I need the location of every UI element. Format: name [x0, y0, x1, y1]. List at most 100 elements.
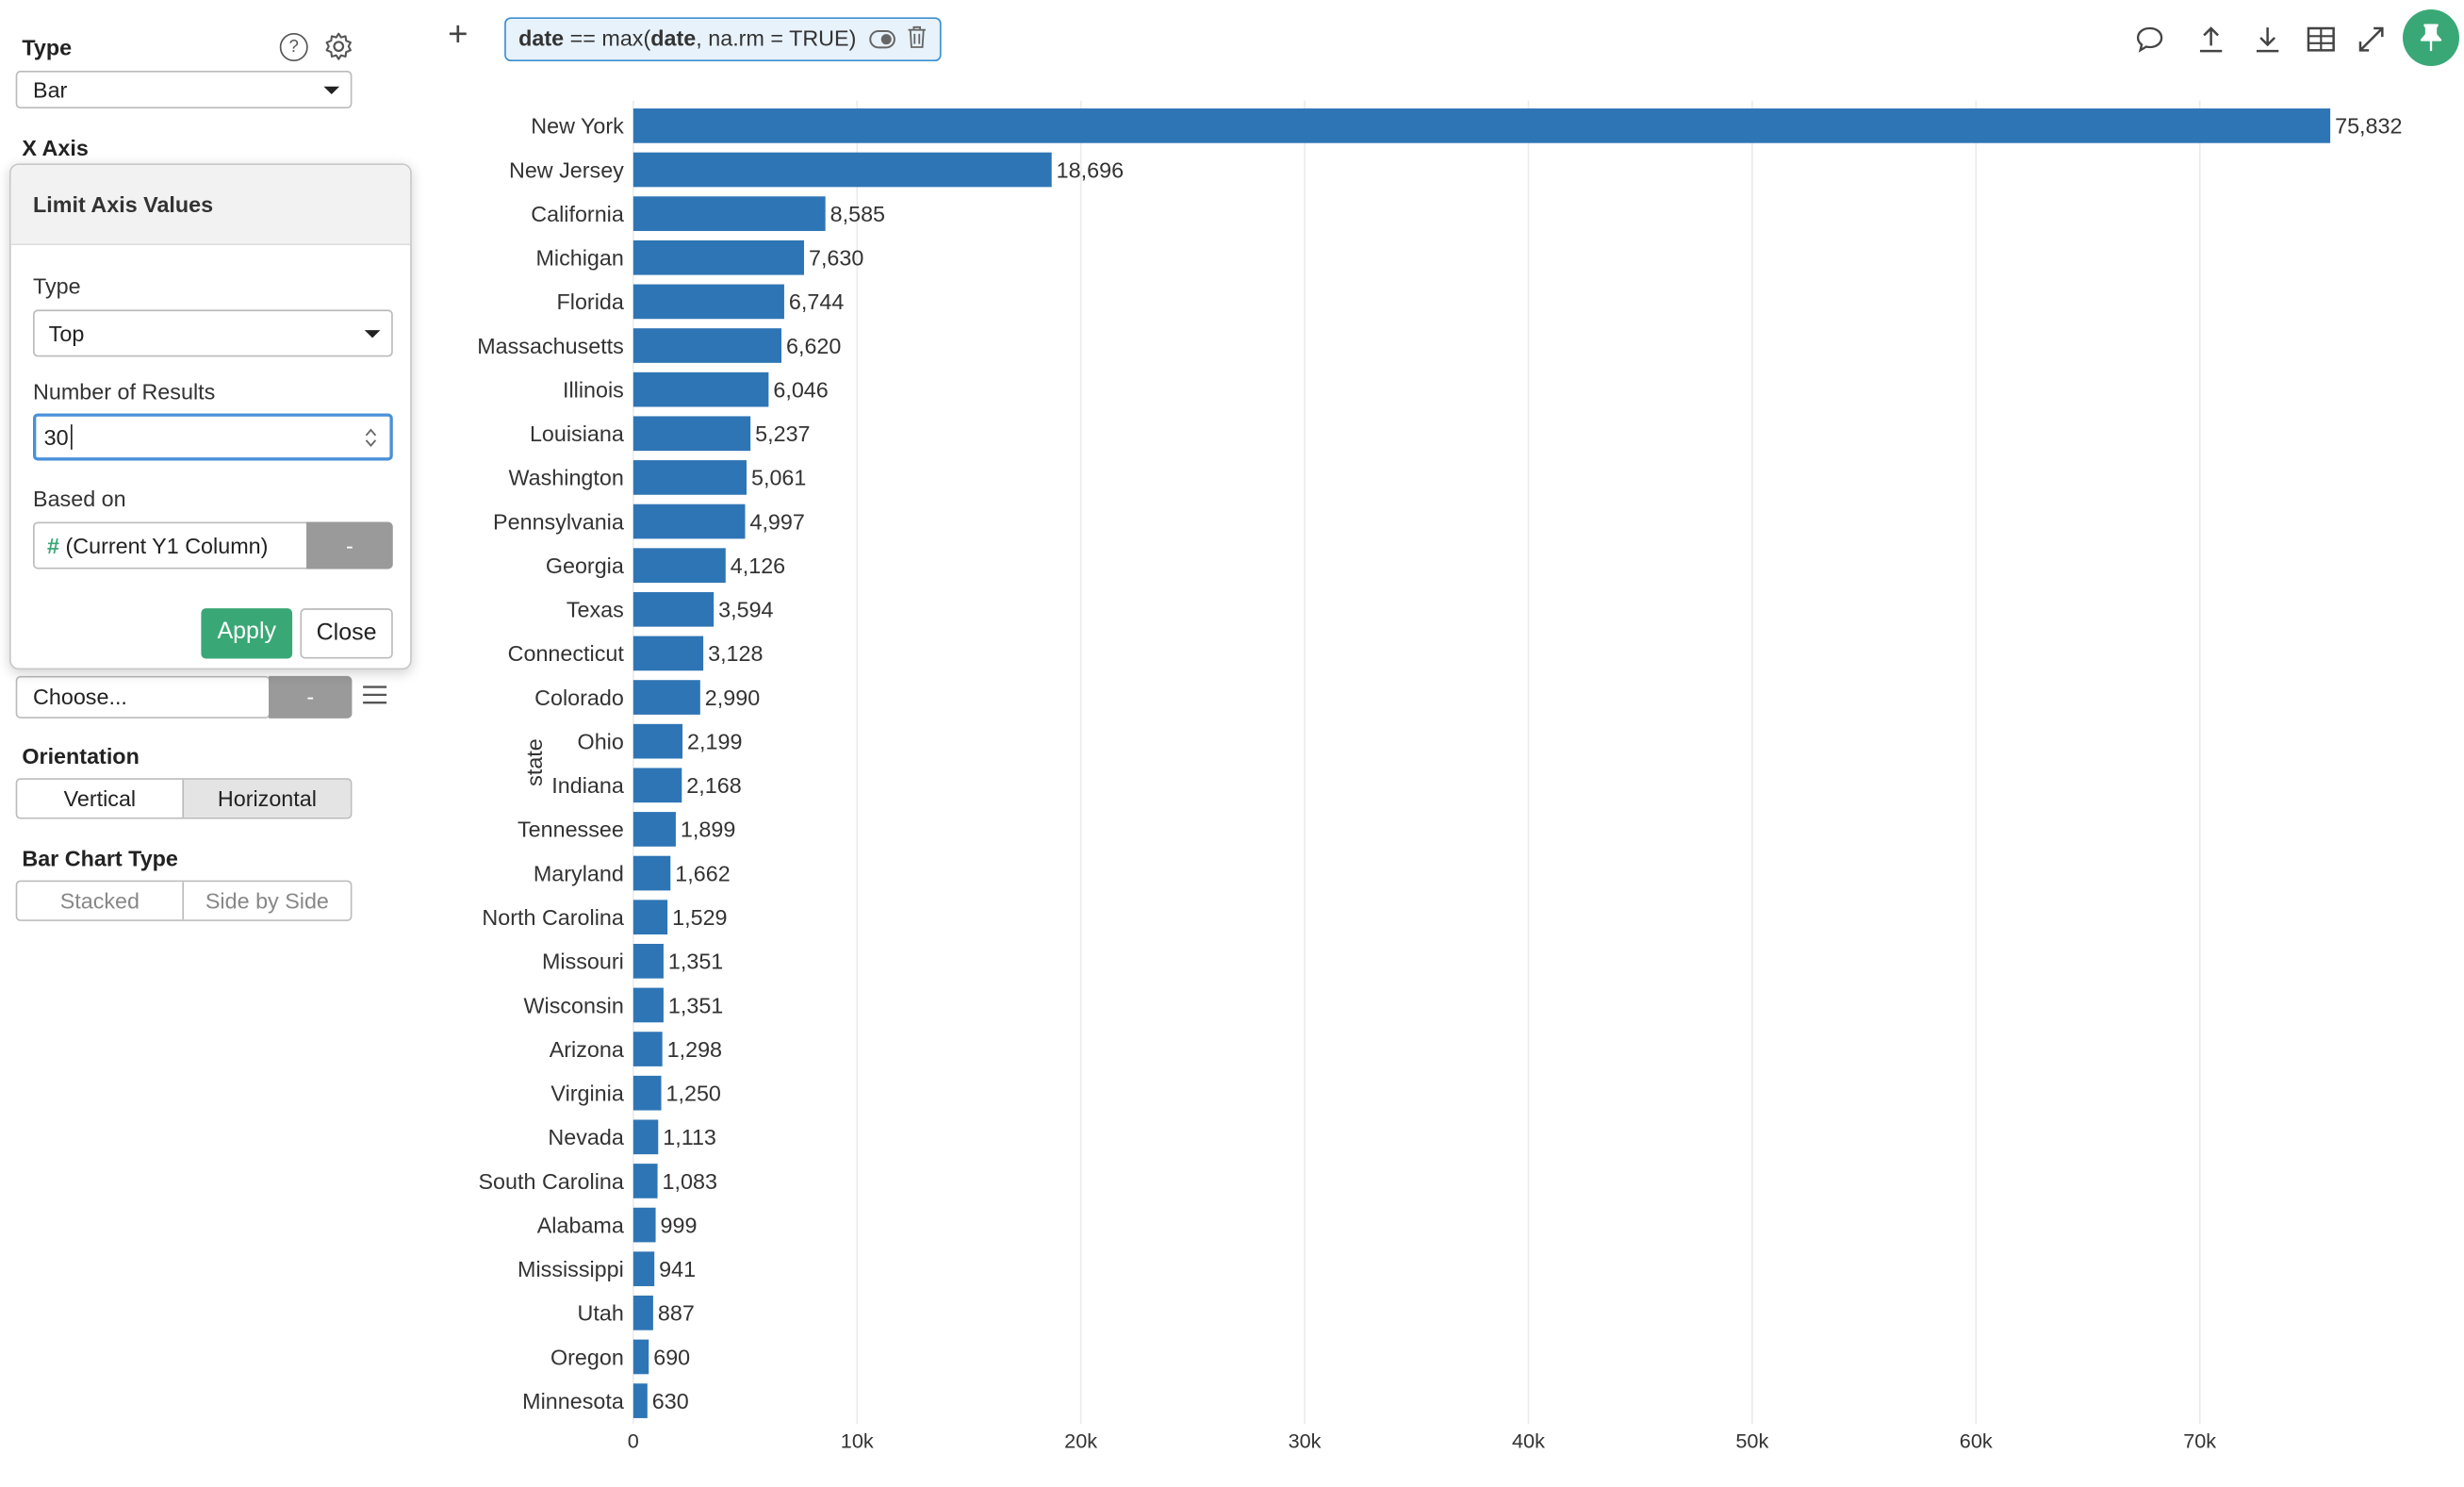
- bar[interactable]: [632, 812, 676, 847]
- bar[interactable]: [632, 943, 664, 979]
- based-on-select[interactable]: # (Current Y1 Column): [33, 521, 308, 570]
- bar[interactable]: [632, 152, 1052, 188]
- filter-column: date: [518, 25, 565, 51]
- filter-pill[interactable]: date == max(date, na.rm = TRUE): [504, 17, 942, 62]
- data-label: 3,128: [708, 641, 763, 666]
- data-label: 8,585: [830, 202, 885, 226]
- data-label: 7,630: [809, 246, 863, 271]
- category-label: Nevada: [548, 1125, 623, 1149]
- stepper-icon[interactable]: [365, 427, 377, 448]
- bar[interactable]: [632, 1032, 663, 1066]
- help-icon[interactable]: ?: [279, 33, 308, 62]
- expand-icon[interactable]: [2354, 22, 2389, 57]
- data-label: 1,529: [672, 905, 727, 930]
- data-label: 1,083: [663, 1169, 717, 1194]
- category-label: Louisiana: [530, 421, 624, 446]
- bar[interactable]: [632, 548, 726, 583]
- bar[interactable]: [632, 108, 2331, 143]
- based-on-clear-button[interactable]: -: [306, 521, 393, 570]
- bar[interactable]: [632, 1164, 658, 1198]
- data-label: 1,250: [666, 1082, 721, 1106]
- bar[interactable]: [632, 591, 715, 627]
- bar[interactable]: [632, 1383, 648, 1418]
- bar[interactable]: [632, 1075, 662, 1111]
- data-label: 4,997: [749, 509, 804, 534]
- chart-type-select[interactable]: Bar: [15, 71, 353, 109]
- trash-icon[interactable]: [906, 25, 927, 49]
- data-label: 630: [652, 1389, 689, 1413]
- upload-icon[interactable]: [2193, 22, 2228, 57]
- bar[interactable]: [632, 987, 664, 1023]
- category-label: Wisconsin: [524, 993, 624, 1017]
- bar[interactable]: [632, 855, 671, 891]
- orientation-vertical-button[interactable]: Vertical: [17, 779, 183, 818]
- stacked-button[interactable]: Stacked: [17, 882, 183, 920]
- close-button[interactable]: Close: [300, 608, 393, 659]
- choose-placeholder: Choose...: [33, 684, 127, 709]
- pin-icon: [2420, 24, 2442, 52]
- data-label: 2,168: [686, 773, 741, 798]
- data-label: 6,620: [786, 334, 841, 358]
- category-label: New Jersey: [509, 157, 624, 182]
- bar[interactable]: [632, 460, 747, 495]
- choose-clear-button[interactable]: -: [269, 675, 353, 719]
- data-label: 5,061: [751, 466, 806, 490]
- bar[interactable]: [632, 240, 804, 275]
- bar[interactable]: [632, 768, 682, 803]
- menu-icon[interactable]: [361, 684, 387, 705]
- gear-icon[interactable]: [323, 31, 353, 61]
- pin-button[interactable]: [2402, 9, 2460, 67]
- bar[interactable]: [632, 636, 704, 671]
- x-tick-label: 50k: [1735, 1429, 1768, 1452]
- bar[interactable]: [632, 416, 751, 452]
- comment-icon[interactable]: [2132, 22, 2167, 57]
- x-tick-label: 20k: [1064, 1429, 1097, 1452]
- bar[interactable]: [632, 1296, 653, 1330]
- data-label: 690: [653, 1345, 690, 1369]
- apply-button[interactable]: Apply: [201, 608, 293, 659]
- chevron-down-icon: [323, 86, 340, 95]
- x-axis-label: X Axis: [22, 135, 89, 161]
- category-label: Mississippi: [517, 1257, 624, 1281]
- data-label: 1,351: [668, 993, 723, 1017]
- bar[interactable]: [632, 328, 782, 363]
- data-label: 6,744: [789, 289, 844, 314]
- data-label: 3,594: [718, 598, 773, 622]
- add-filter-button[interactable]: +: [448, 14, 468, 54]
- bar[interactable]: [632, 680, 700, 715]
- bar[interactable]: [632, 196, 826, 231]
- category-label: Connecticut: [508, 641, 625, 666]
- toggle-icon[interactable]: [868, 30, 895, 49]
- choose-select[interactable]: Choose...: [15, 675, 271, 719]
- x-tick-label: 10k: [841, 1429, 874, 1452]
- category-label: Missouri: [542, 950, 624, 974]
- data-label: 5,237: [755, 421, 810, 446]
- side-by-side-button[interactable]: Side by Side: [182, 882, 351, 920]
- bar[interactable]: [632, 504, 746, 539]
- bar[interactable]: [632, 723, 683, 759]
- download-icon[interactable]: [2250, 22, 2285, 57]
- bar[interactable]: [632, 1251, 655, 1287]
- category-label: Minnesota: [522, 1389, 624, 1413]
- data-label: 1,662: [675, 861, 730, 885]
- category-label: Tennessee: [517, 818, 624, 842]
- limit-type-select[interactable]: Top: [33, 309, 393, 357]
- category-label: Washington: [509, 466, 624, 490]
- number-of-results-input[interactable]: 30: [33, 413, 393, 461]
- x-tick-label: 0: [628, 1429, 639, 1452]
- bar[interactable]: [632, 1207, 656, 1243]
- data-label: 1,298: [667, 1037, 722, 1062]
- orientation-horizontal-button[interactable]: Horizontal: [182, 779, 351, 818]
- table-icon[interactable]: [2304, 22, 2339, 57]
- bar[interactable]: [632, 1339, 649, 1375]
- bar[interactable]: [632, 900, 668, 935]
- bar[interactable]: [632, 1119, 659, 1155]
- data-label: 941: [659, 1257, 696, 1281]
- category-label: South Carolina: [479, 1169, 624, 1194]
- category-label: Utah: [578, 1301, 624, 1326]
- category-label: Massachusetts: [477, 334, 624, 358]
- bar[interactable]: [632, 284, 784, 320]
- bar[interactable]: [632, 372, 769, 407]
- data-label: 1,351: [668, 950, 723, 974]
